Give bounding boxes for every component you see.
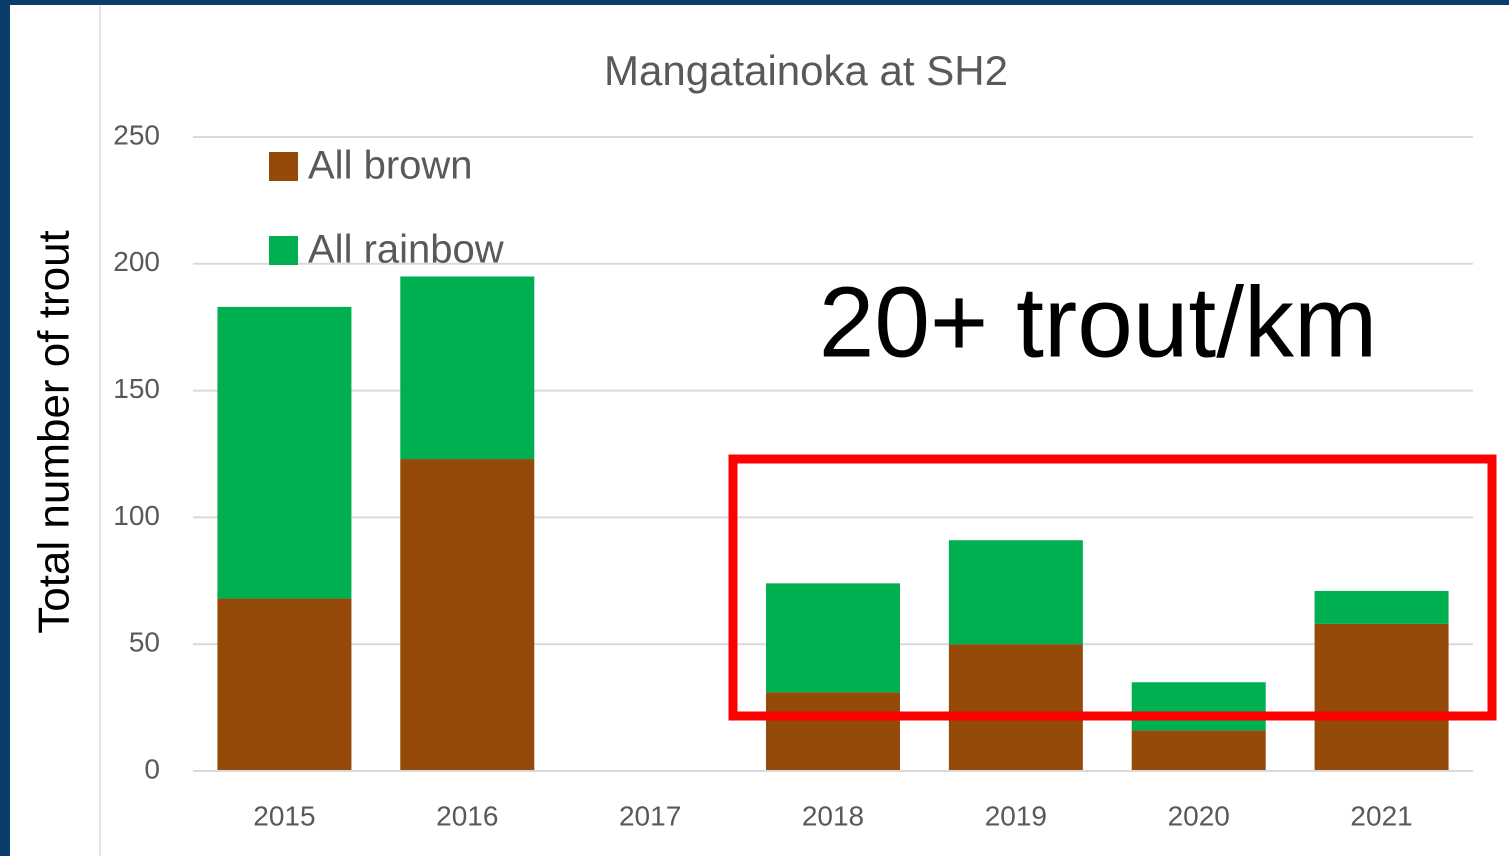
- x-tick-label: 2021: [1350, 800, 1412, 831]
- x-tick-label: 2017: [619, 800, 681, 831]
- highlight-box: [728, 454, 1497, 721]
- bar-segment: [766, 583, 900, 693]
- bar-segment: [400, 459, 535, 771]
- plot: 0 50 100 150 200 250 2015 2016 2017 2018 2019 2020 2…: [113, 119, 1473, 831]
- y-tick-label: 200: [113, 246, 160, 277]
- chart-title: Mangatainoka at SH2: [604, 47, 1008, 94]
- x-tick-label: 2018: [802, 800, 864, 831]
- bar-segment: [766, 692, 900, 771]
- y-tick-label: 100: [113, 500, 160, 531]
- y-tick-label: 250: [113, 119, 160, 150]
- y-tick-label: 0: [144, 753, 160, 784]
- y-axis-label: Total number of trout: [30, 230, 79, 634]
- left-border: [0, 0, 10, 856]
- legend-swatch: [269, 236, 298, 265]
- y-tick-label: 50: [129, 627, 160, 658]
- bar-segment: [1131, 730, 1266, 771]
- bar-segment: [1131, 682, 1266, 731]
- bar-segment: [1314, 590, 1449, 624]
- top-border: [0, 0, 1509, 5]
- x-tick-label: 2019: [985, 800, 1047, 831]
- x-tick-label: 2020: [1168, 800, 1230, 831]
- bar-segment: [948, 540, 1083, 645]
- bar-segment: [1314, 623, 1449, 771]
- x-tick-label: 2015: [253, 800, 315, 831]
- x-tick-label: 2016: [436, 800, 498, 831]
- legend-label: All rainbow: [308, 228, 504, 272]
- bar-segment: [217, 306, 352, 599]
- bar-segment: [217, 598, 352, 771]
- y-tick-label: 150: [113, 373, 160, 404]
- annotation: 20+ trout/km: [819, 266, 1378, 378]
- bar-segment: [948, 644, 1083, 771]
- bar-segment: [400, 276, 535, 460]
- legend-label: All brown: [308, 144, 473, 188]
- legend-swatch: [269, 152, 298, 181]
